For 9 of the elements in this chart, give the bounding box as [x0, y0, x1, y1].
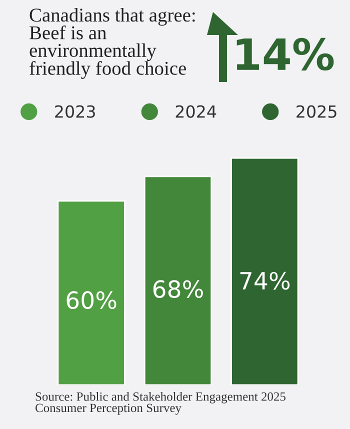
chart-title: Canadians that agree: Beef is an environmentally friendly food choice [30, 8, 195, 79]
source-note: Source: Public and Stakeholder Engagement 2025 Consumer Perception Survey [36, 392, 286, 415]
legend-label: 2024 [176, 105, 216, 118]
legend-label: 2023 [55, 105, 95, 118]
data-label: 60% [66, 291, 116, 310]
data-label: 74% [240, 272, 290, 290]
data-label: 68% [153, 280, 203, 298]
legend-label: 2025 [296, 105, 336, 118]
text: 14% [236, 38, 334, 70]
